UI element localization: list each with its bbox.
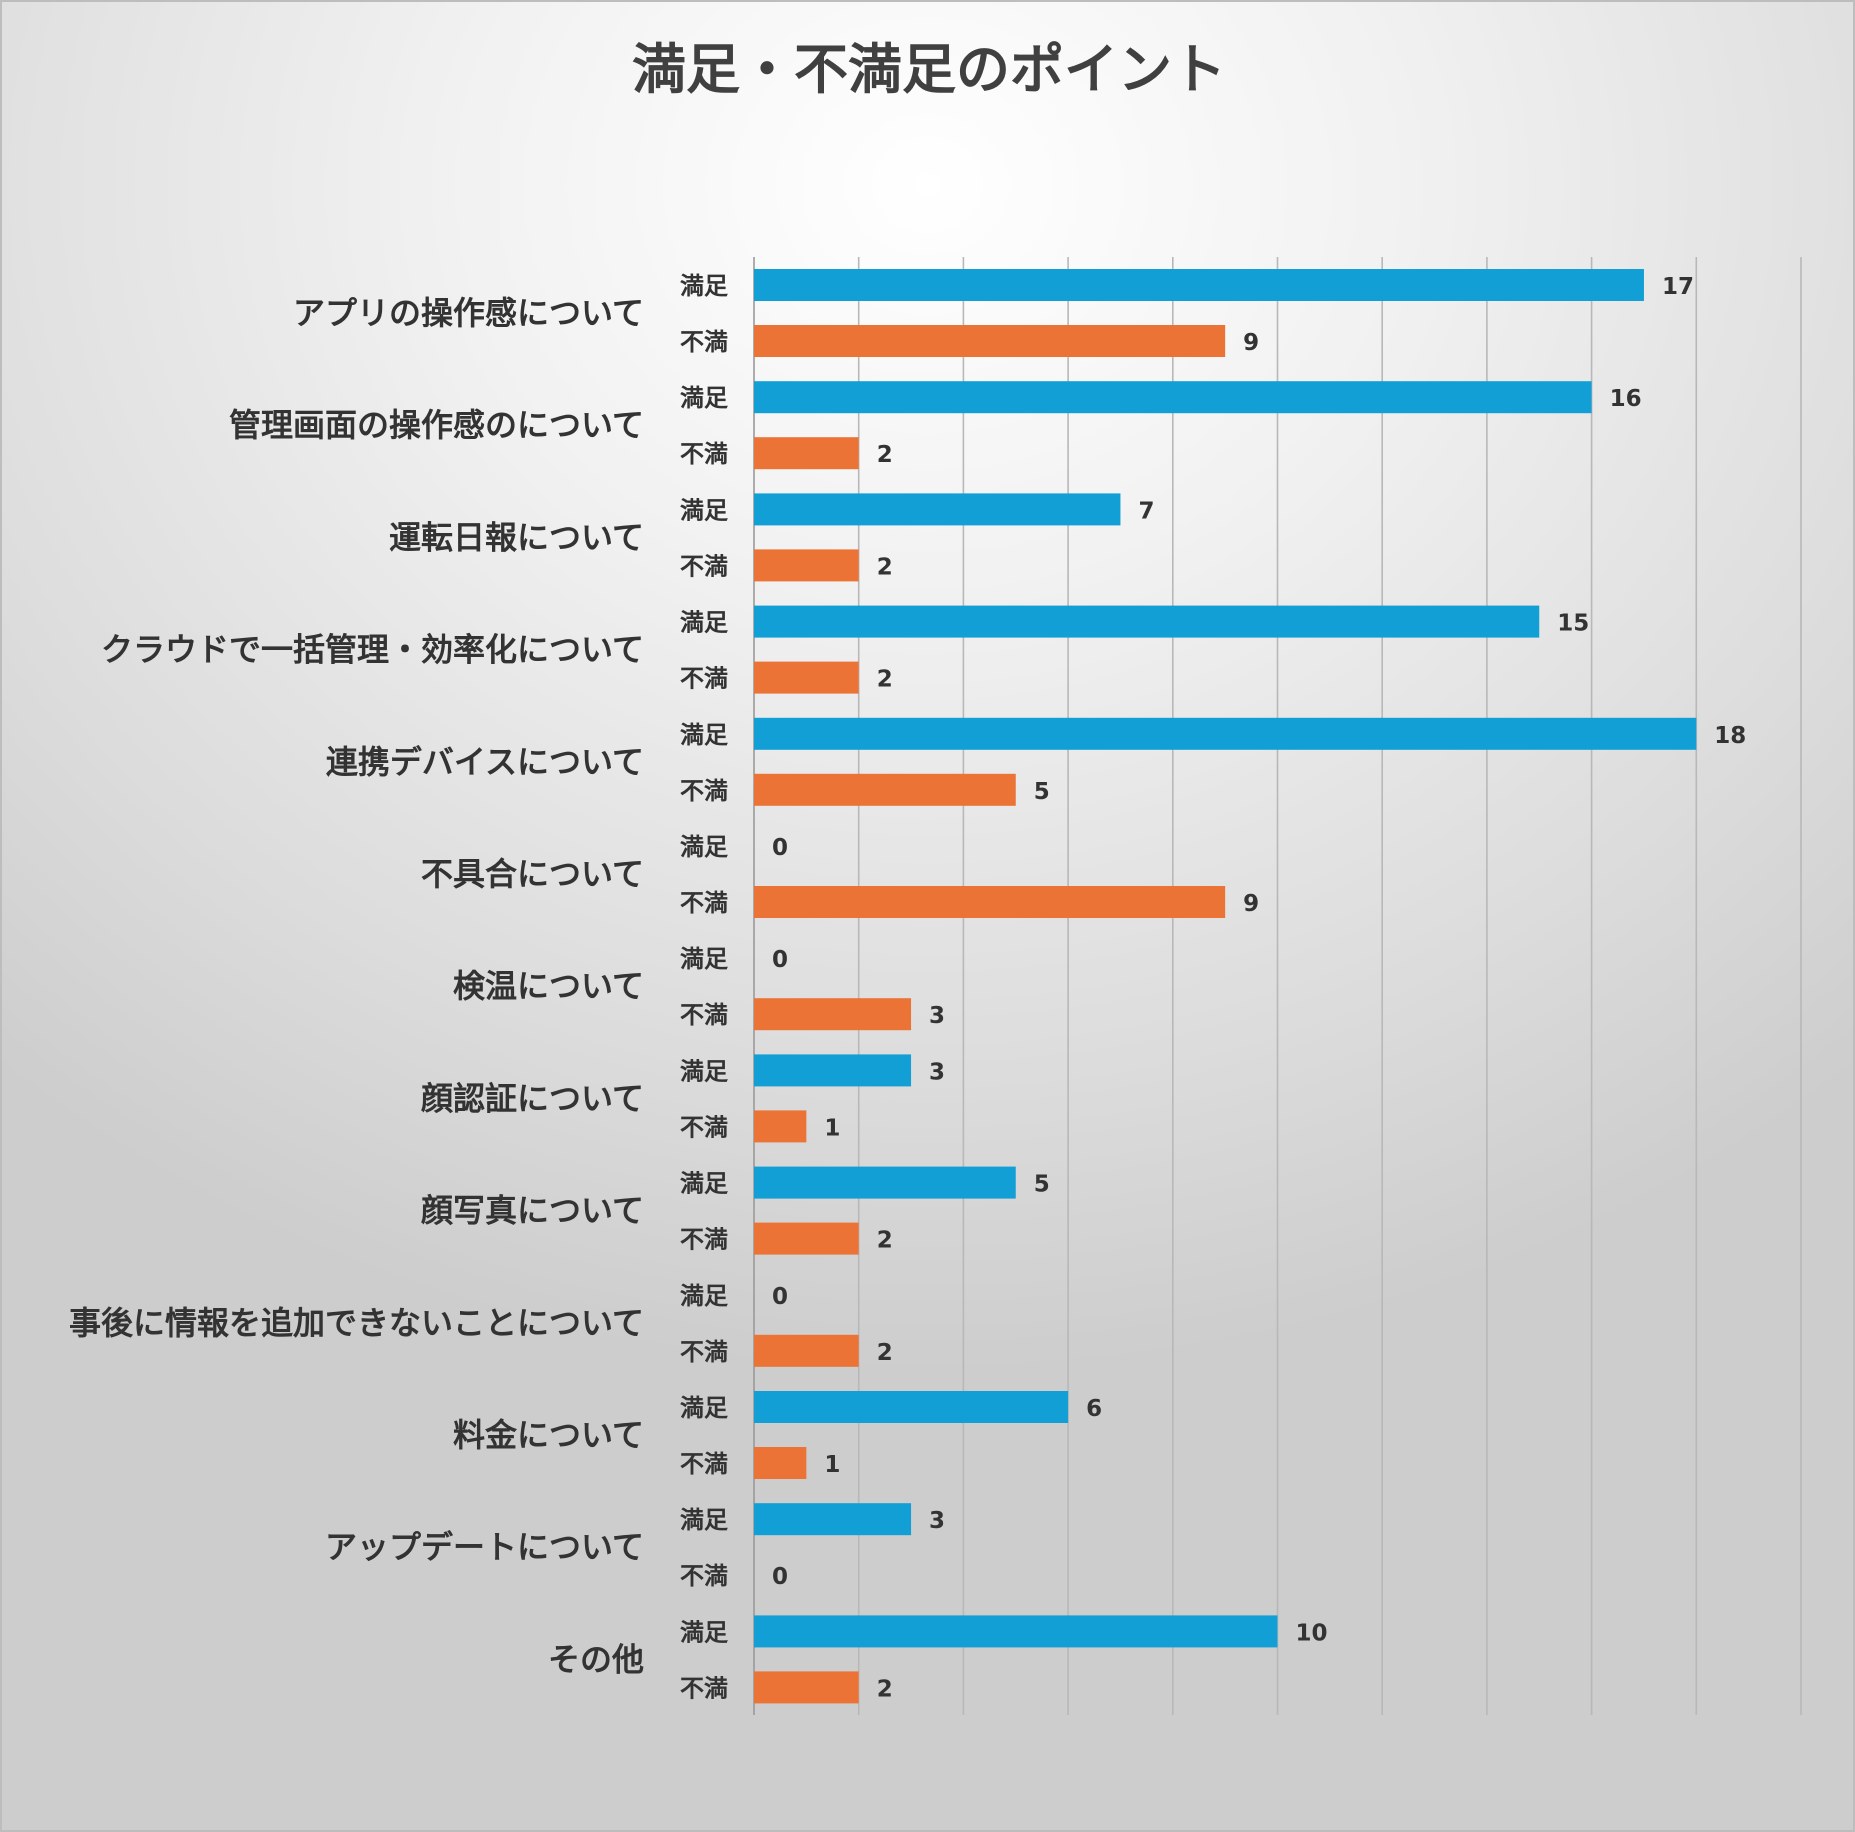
series-label: 不満 [680,1113,728,1141]
data-label: 2 [877,554,893,580]
series-label: 満足 [680,1618,728,1646]
bar-dissatisfied [754,661,859,694]
data-label: 15 [1557,611,1589,637]
data-label: 18 [1714,723,1746,749]
bar-satisfied [754,605,1540,638]
data-label: 3 [929,1003,945,1029]
data-label: 5 [1034,779,1050,805]
category-label: 運転日報について [389,518,644,556]
series-label: 満足 [680,384,728,412]
bar-dissatisfied [754,1110,807,1143]
category-label: クラウドで一括管理・効率化について [101,631,644,669]
series-label: 不満 [680,328,728,356]
bar-satisfied [754,493,1121,526]
category-label: 連携デバイスについて [326,743,644,781]
category-label: 顔写真について [421,1192,644,1230]
series-label: 不満 [680,665,728,693]
data-label: 2 [877,1676,893,1702]
data-label: 2 [877,667,893,693]
bar-satisfied [754,1054,912,1087]
data-label: 7 [1138,498,1154,524]
bar-dissatisfied [754,1334,859,1367]
data-label: 3 [929,1508,945,1534]
chart-title: 満足・不満足のポイント [632,38,1226,101]
category-label: その他 [548,1640,644,1678]
bar-satisfied [754,1615,1278,1648]
series-label: 満足 [680,609,728,637]
series-label: 不満 [680,1562,728,1590]
bar-dissatisfied [754,1447,807,1479]
data-label: 0 [772,947,788,973]
series-label: 不満 [680,1226,728,1254]
category-label: アップデートについて [325,1528,644,1566]
data-label: 0 [772,1284,788,1310]
data-label: 10 [1296,1620,1328,1646]
series-label: 満足 [680,496,728,524]
category-label: アプリの操作感について [293,294,644,332]
bar-dissatisfied [754,1671,859,1704]
category-label: 不具合について [421,855,644,893]
bar-satisfied [754,1503,912,1536]
data-label: 9 [1243,891,1259,917]
bar-satisfied [754,381,1592,414]
bar-dissatisfied [754,886,1226,918]
bar-satisfied [754,1391,1069,1423]
category-label: 検温について [453,967,644,1005]
bar-satisfied [754,717,1697,750]
bar-dissatisfied [754,325,1226,357]
bar-dissatisfied [754,998,912,1031]
category-label: 事後に情報を追加できないことについて [69,1304,644,1342]
bar-dissatisfied [754,549,859,582]
bars [754,269,1697,1704]
series-label: 満足 [680,1170,728,1198]
category-label: 顔認証について [421,1079,644,1117]
bar-satisfied [754,269,1644,301]
bar-dissatisfied [754,437,859,470]
data-label: 2 [877,1340,893,1366]
data-label: 2 [877,442,893,468]
data-label: 17 [1662,274,1694,300]
category-label: 管理画面の操作感のについて [229,406,644,444]
bar-dissatisfied [754,773,1016,806]
data-label: 0 [772,835,788,861]
data-label: 2 [877,1228,893,1254]
gridlines [753,257,1802,1715]
series-label: 満足 [680,945,728,973]
data-label: 1 [824,1452,840,1478]
series-label: 満足 [680,1057,728,1085]
data-label: 6 [1086,1396,1102,1422]
series-label: 不満 [680,1338,728,1366]
series-label: 満足 [680,1394,728,1422]
series-label: 不満 [680,777,728,805]
data-label: 1 [824,1115,840,1141]
series-label: 満足 [680,721,728,749]
data-label: 3 [929,1059,945,1085]
series-label: 満足 [680,272,728,300]
series-label: 不満 [680,1450,728,1478]
series-label: 満足 [680,1282,728,1310]
series-label: 不満 [680,552,728,580]
data-label: 16 [1610,386,1642,412]
bar-satisfied [754,1166,1016,1199]
category-label: 料金について [453,1416,644,1454]
series-label: 不満 [680,889,728,917]
series-label: 満足 [680,833,728,861]
data-label: 5 [1034,1172,1050,1198]
series-label: 不満 [680,1674,728,1702]
bar-dissatisfied [754,1222,859,1255]
data-label: 9 [1243,330,1259,356]
series-label: 満足 [680,1506,728,1534]
series-label: 不満 [680,1001,728,1029]
series-label: 不満 [680,440,728,468]
data-label: 0 [772,1564,788,1590]
